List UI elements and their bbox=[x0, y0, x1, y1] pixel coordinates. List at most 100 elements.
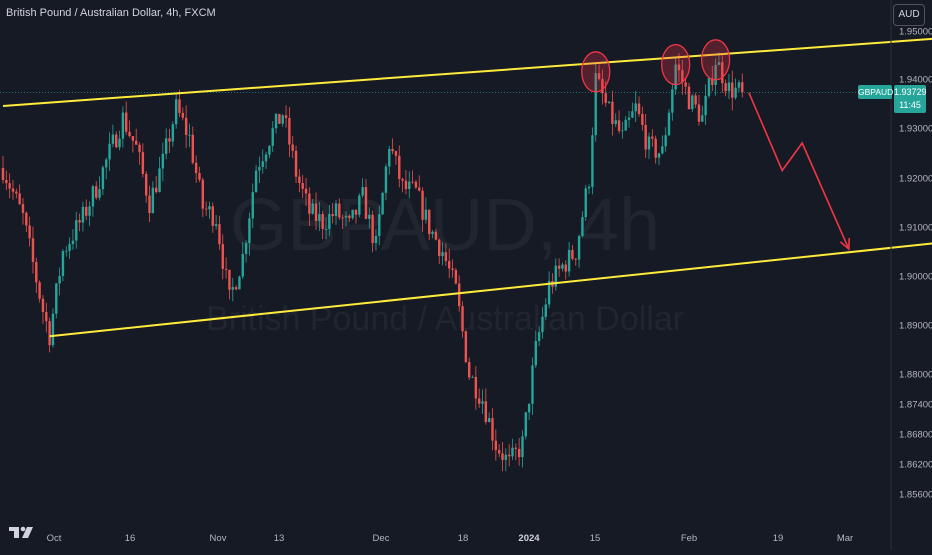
candle bbox=[354, 209, 358, 224]
candle bbox=[701, 105, 704, 122]
candle bbox=[714, 58, 717, 96]
candle bbox=[474, 366, 478, 410]
time-axis[interactable]: Oct 16 Nov 13 Dec 18 2024 15 Feb 19 Mar bbox=[47, 533, 854, 544]
candle bbox=[667, 109, 671, 137]
candle bbox=[341, 214, 344, 230]
candle bbox=[431, 229, 434, 239]
candle bbox=[521, 430, 524, 468]
candle bbox=[338, 198, 341, 220]
candle bbox=[261, 149, 264, 174]
candle bbox=[421, 187, 424, 232]
y-tick-label: 1.85600 bbox=[899, 490, 932, 501]
candle bbox=[184, 105, 188, 148]
candle bbox=[231, 277, 234, 302]
trend-channel[interactable] bbox=[2, 37, 932, 338]
candle bbox=[254, 165, 258, 193]
candle bbox=[174, 92, 178, 129]
candle bbox=[48, 317, 51, 353]
candle bbox=[294, 145, 298, 184]
y-tick-label: 1.87400 bbox=[899, 400, 932, 411]
candle bbox=[41, 294, 45, 324]
candle bbox=[547, 271, 551, 309]
candle bbox=[411, 170, 414, 185]
candle bbox=[464, 330, 468, 364]
candle bbox=[51, 308, 55, 348]
chart-title: British Pound / Australian Dollar, 4h, F… bbox=[6, 7, 216, 19]
candle bbox=[484, 388, 488, 425]
candle bbox=[694, 92, 697, 108]
candle bbox=[561, 262, 564, 272]
candle bbox=[577, 234, 581, 268]
candle bbox=[574, 258, 577, 266]
candle bbox=[511, 438, 514, 461]
peak-circle[interactable] bbox=[661, 43, 691, 86]
candle bbox=[108, 132, 111, 172]
x-tick-label: 18 bbox=[458, 533, 469, 544]
candle bbox=[61, 249, 65, 282]
candle bbox=[321, 211, 324, 240]
candle bbox=[308, 187, 311, 226]
candle bbox=[408, 171, 411, 199]
candle bbox=[278, 113, 281, 124]
candle bbox=[55, 282, 58, 319]
candle bbox=[324, 217, 328, 240]
candle bbox=[477, 388, 481, 408]
peak-circle[interactable] bbox=[700, 39, 731, 81]
candle bbox=[671, 83, 674, 121]
candle bbox=[487, 412, 491, 423]
lower-trendline[interactable] bbox=[49, 242, 932, 338]
candle bbox=[228, 269, 231, 300]
candle bbox=[105, 157, 108, 180]
candle bbox=[158, 156, 161, 193]
candle bbox=[687, 82, 691, 110]
projection-arrowhead[interactable] bbox=[839, 238, 851, 251]
symbol-tag: GBPAUD bbox=[858, 85, 894, 99]
candle bbox=[301, 174, 304, 199]
candle bbox=[644, 113, 647, 158]
candle bbox=[524, 411, 528, 440]
candle bbox=[534, 330, 537, 369]
upper-trendline[interactable] bbox=[2, 37, 932, 107]
candle bbox=[491, 408, 494, 451]
candle bbox=[438, 238, 441, 265]
candle bbox=[28, 216, 31, 247]
last-price-label: 1.93729 11:45 bbox=[894, 85, 927, 113]
candle bbox=[448, 248, 451, 279]
tradingview-logo-icon[interactable] bbox=[8, 524, 38, 540]
candle bbox=[704, 84, 707, 126]
candle bbox=[194, 155, 198, 183]
candle bbox=[115, 131, 118, 149]
currency-button[interactable]: AUD bbox=[893, 4, 925, 26]
candle bbox=[418, 175, 421, 192]
candle bbox=[514, 443, 518, 461]
candle bbox=[497, 444, 501, 458]
candle bbox=[501, 441, 504, 472]
candle bbox=[251, 183, 254, 229]
candle bbox=[248, 212, 251, 256]
candle bbox=[657, 152, 661, 166]
candle bbox=[258, 156, 261, 184]
candle bbox=[218, 215, 221, 250]
candle bbox=[131, 135, 135, 153]
candle bbox=[517, 437, 521, 466]
candle bbox=[168, 128, 171, 154]
x-tick-label: Nov bbox=[210, 533, 227, 544]
peak-circle[interactable] bbox=[581, 51, 611, 93]
candle bbox=[201, 177, 204, 218]
price-axis[interactable]: 1.95000 1.94000 1.93000 1.92000 1.91000 1.900… bbox=[899, 27, 932, 501]
candle bbox=[88, 201, 91, 226]
candle bbox=[144, 171, 148, 203]
x-tick-label: Feb bbox=[681, 533, 697, 544]
projection-arrow[interactable] bbox=[748, 92, 851, 251]
peak-markers[interactable] bbox=[581, 39, 731, 93]
projection-path[interactable] bbox=[748, 92, 850, 250]
candle bbox=[45, 302, 48, 333]
candle bbox=[471, 375, 474, 379]
candle bbox=[368, 207, 371, 229]
candle bbox=[614, 113, 617, 127]
candles bbox=[1, 52, 744, 472]
candle bbox=[507, 444, 511, 467]
candle bbox=[737, 80, 741, 93]
